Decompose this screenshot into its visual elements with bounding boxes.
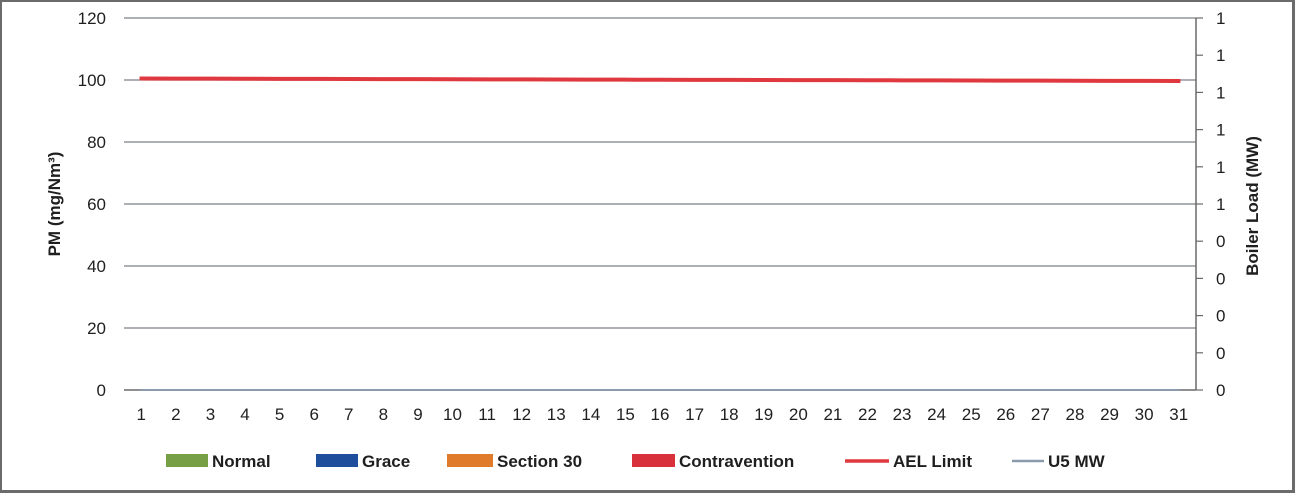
x-tick-label: 31 <box>1169 405 1188 424</box>
x-tick-label: 27 <box>1031 405 1050 424</box>
y2-axis-title: Boiler Load (MW) <box>1243 136 1262 276</box>
legend-label: Normal <box>212 452 271 471</box>
y2-tick-label: 1 <box>1216 83 1225 102</box>
x-tick-label: 17 <box>685 405 704 424</box>
x-tick-label: 19 <box>754 405 773 424</box>
x-tick-label: 18 <box>720 405 739 424</box>
y-axis-ticks: 0 20 40 60 80 100 120 <box>78 9 106 400</box>
legend-item-normal: Normal <box>166 452 271 471</box>
x-tick-label: 7 <box>344 405 353 424</box>
y-tick-label: 40 <box>87 257 106 276</box>
y2-tick-label: 0 <box>1216 381 1225 400</box>
y2-tick-label: 1 <box>1216 195 1225 214</box>
legend-item-grace: Grace <box>316 452 410 471</box>
x-tick-label: 2 <box>171 405 180 424</box>
x-tick-label: 21 <box>823 405 842 424</box>
gridlines <box>124 17 1196 329</box>
y2-tick-label: 1 <box>1216 121 1225 140</box>
x-tick-label: 14 <box>581 405 600 424</box>
x-tick-label: 8 <box>379 405 388 424</box>
y2-tick-label: 1 <box>1216 9 1225 28</box>
x-axis-ticks: 1 2 3 4 5 6 7 8 9 10 11 12 13 14 15 16 17 18 19 20 21 22 23 24 2… <box>137 405 1189 424</box>
legend-label: Section 30 <box>497 452 582 471</box>
x-tick-label: 24 <box>927 405 946 424</box>
y2-tick-label: 1 <box>1216 46 1225 65</box>
x-tick-label: 10 <box>443 405 462 424</box>
y2-tick-label: 0 <box>1216 344 1225 363</box>
y2-tick-label: 0 <box>1216 307 1225 326</box>
legend-item-contravention: Contravention <box>632 452 794 471</box>
x-tick-label: 9 <box>413 405 422 424</box>
legend: Normal Grace Section 30 Contravention AEL Li… <box>166 452 1106 471</box>
series-lines <box>139 76 1181 391</box>
x-tick-label: 28 <box>1066 405 1085 424</box>
x-tick-label: 29 <box>1100 405 1119 424</box>
x-tick-label: 15 <box>616 405 635 424</box>
x-tick-label: 30 <box>1135 405 1154 424</box>
x-tick-label: 25 <box>962 405 981 424</box>
y-tick-label: 80 <box>87 133 106 152</box>
x-tick-label: 26 <box>996 405 1015 424</box>
legend-item-section-30: Section 30 <box>447 452 582 471</box>
legend-item-ael-limit: AEL Limit <box>845 452 972 471</box>
legend-swatch <box>166 454 208 467</box>
y-tick-label: 0 <box>97 381 106 400</box>
x-tick-label: 6 <box>309 405 318 424</box>
legend-label: Contravention <box>679 452 794 471</box>
legend-swatch <box>447 454 493 467</box>
y2-tick-label: 0 <box>1216 269 1225 288</box>
x-tick-label: 5 <box>275 405 284 424</box>
y-tick-label: 100 <box>78 71 106 90</box>
x-tick-label: 1 <box>137 405 146 424</box>
legend-item-u5-mw: U5 MW <box>1012 452 1106 471</box>
y-tick-label: 60 <box>87 195 106 214</box>
y-axis-title: PM (mg/Nm³) <box>45 152 64 257</box>
x-tick-label: 20 <box>789 405 808 424</box>
legend-label: U5 MW <box>1048 452 1106 471</box>
series-line-ael-limit <box>139 76 1181 83</box>
y-tick-label: 120 <box>78 9 106 28</box>
y2-axis-ticks: 0 0 0 0 0 1 1 1 1 1 1 <box>1196 9 1225 400</box>
x-tick-label: 16 <box>651 405 670 424</box>
legend-swatch <box>632 454 675 467</box>
x-tick-label: 11 <box>478 405 496 424</box>
x-tick-label: 4 <box>240 405 249 424</box>
x-tick-label: 12 <box>512 405 531 424</box>
x-tick-label: 23 <box>893 405 912 424</box>
legend-swatch <box>316 454 358 467</box>
x-tick-label: 13 <box>547 405 566 424</box>
x-tick-label: 22 <box>858 405 877 424</box>
legend-label: Grace <box>362 452 410 471</box>
x-tick-label: 3 <box>206 405 215 424</box>
y2-tick-label: 1 <box>1216 158 1225 177</box>
legend-label: AEL Limit <box>893 452 972 471</box>
y2-tick-label: 0 <box>1216 232 1225 251</box>
y-tick-label: 20 <box>87 319 106 338</box>
